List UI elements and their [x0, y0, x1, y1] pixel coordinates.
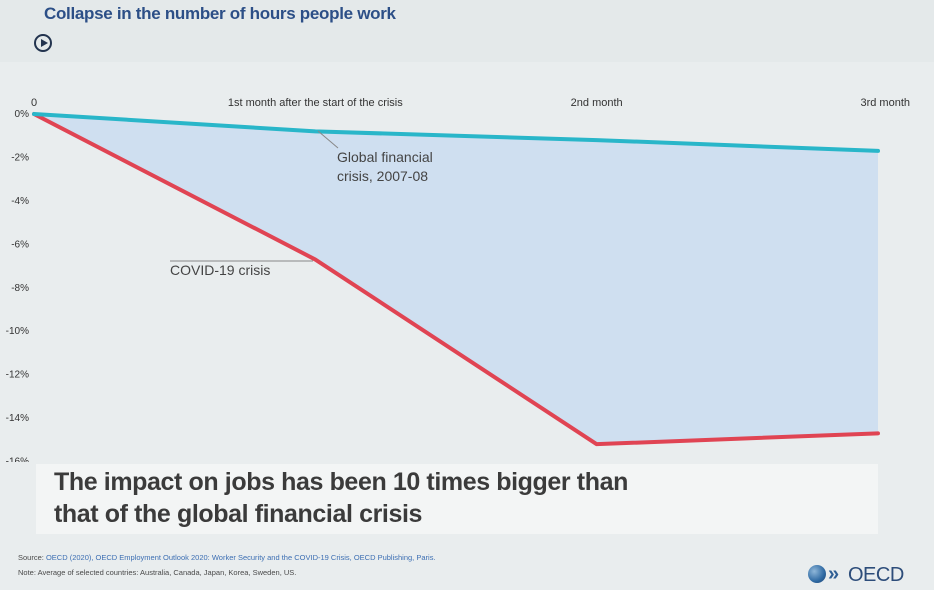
x-tick-label: 3rd month [860, 97, 910, 109]
chart-title: Collapse in the number of hours people w… [44, 4, 396, 23]
chart-svg: 0%-2%-4%-6%-8%-10%-12%-14%-16%-18% 01st … [6, 97, 910, 462]
callout-text: The impact on jobs has been 10 times big… [54, 468, 628, 528]
y-tick-label: -4% [11, 196, 29, 207]
gfc-leader-line [317, 130, 339, 149]
fill-between-area [34, 114, 878, 445]
x-tick-label: 1st month after the start of the crisis [228, 97, 403, 109]
footer-note: Note: Average of selected countries: Aus… [18, 568, 297, 577]
covid-series-label: COVID-19 crisis [170, 262, 270, 278]
y-tick-label: 0% [15, 109, 30, 120]
series-line-covid [32, 112, 880, 447]
footer-source: Source: OECD (2020), OECD Employment Out… [18, 553, 436, 562]
y-tick-label: -14% [6, 413, 29, 424]
x-tick-label: 2nd month [571, 97, 623, 109]
y-tick-label: -12% [6, 370, 29, 381]
series-line-gfc [32, 112, 880, 153]
globe-icon [808, 565, 826, 583]
y-tick-label: -2% [11, 152, 29, 163]
callout-box: The impact on jobs has been 10 times big… [36, 464, 878, 534]
y-tick-label: -8% [11, 283, 29, 294]
y-tick-label: -6% [11, 239, 29, 250]
play-circle-icon[interactable] [34, 34, 52, 52]
y-tick-label: -10% [6, 326, 29, 337]
chevrons-icon: » [828, 563, 840, 585]
x-tick-label: 0 [31, 97, 37, 109]
source-link[interactable]: OECD (2020), OECD Employment Outlook 202… [45, 553, 436, 562]
header-band [0, 0, 934, 62]
gfc-series-label: crisis, 2007-08 [337, 168, 428, 184]
y-tick-label: -16% [6, 457, 29, 462]
gfc-series-label: Global financial [337, 149, 433, 165]
logo-text: OECD [848, 564, 904, 586]
source-prefix: Source: [18, 553, 46, 562]
